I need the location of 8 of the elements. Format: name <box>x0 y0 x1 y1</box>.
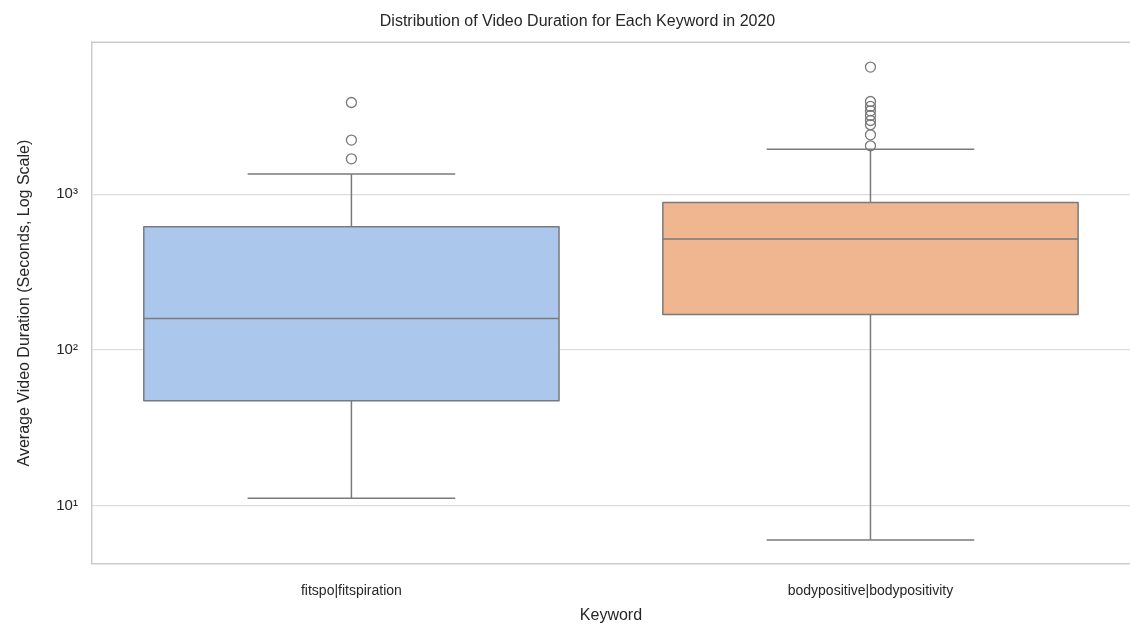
x-tick-label: bodypositive|bodypositivity <box>787 582 954 599</box>
y-tick-label: 10² <box>56 339 78 357</box>
chart-title: Distribution of Video Duration for Each Keyword in 2020 <box>379 12 776 30</box>
y-axis-title: Average Video Duration (Seconds, Log Scale) <box>15 139 33 467</box>
y-tick-label: 10¹ <box>56 495 78 513</box>
x-axis-title: Keyword <box>579 605 643 623</box>
x-tick-label: fitspo|fitspiration <box>300 582 402 599</box>
y-tick-label: 10³ <box>56 184 78 202</box>
